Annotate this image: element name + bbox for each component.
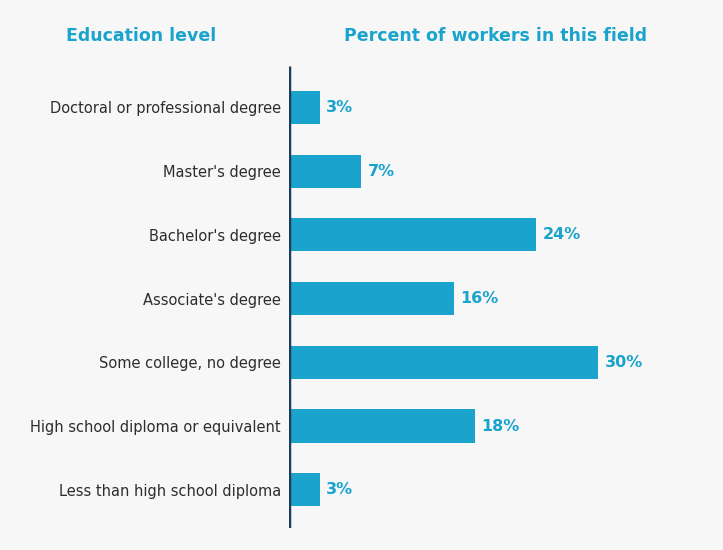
Text: Education level: Education level <box>66 27 216 45</box>
Text: 18%: 18% <box>481 419 519 433</box>
Bar <box>289 218 536 251</box>
Text: 3%: 3% <box>326 482 354 497</box>
Bar <box>289 346 599 379</box>
Text: 30%: 30% <box>604 355 643 370</box>
Bar <box>289 155 362 188</box>
Text: 24%: 24% <box>543 227 581 243</box>
Text: 7%: 7% <box>367 164 395 179</box>
Bar <box>289 409 474 443</box>
Bar <box>289 282 454 315</box>
Bar <box>289 91 320 124</box>
Bar <box>289 473 320 507</box>
Text: Percent of workers in this field: Percent of workers in this field <box>343 27 647 45</box>
Text: 3%: 3% <box>326 100 354 115</box>
Text: 16%: 16% <box>461 291 498 306</box>
